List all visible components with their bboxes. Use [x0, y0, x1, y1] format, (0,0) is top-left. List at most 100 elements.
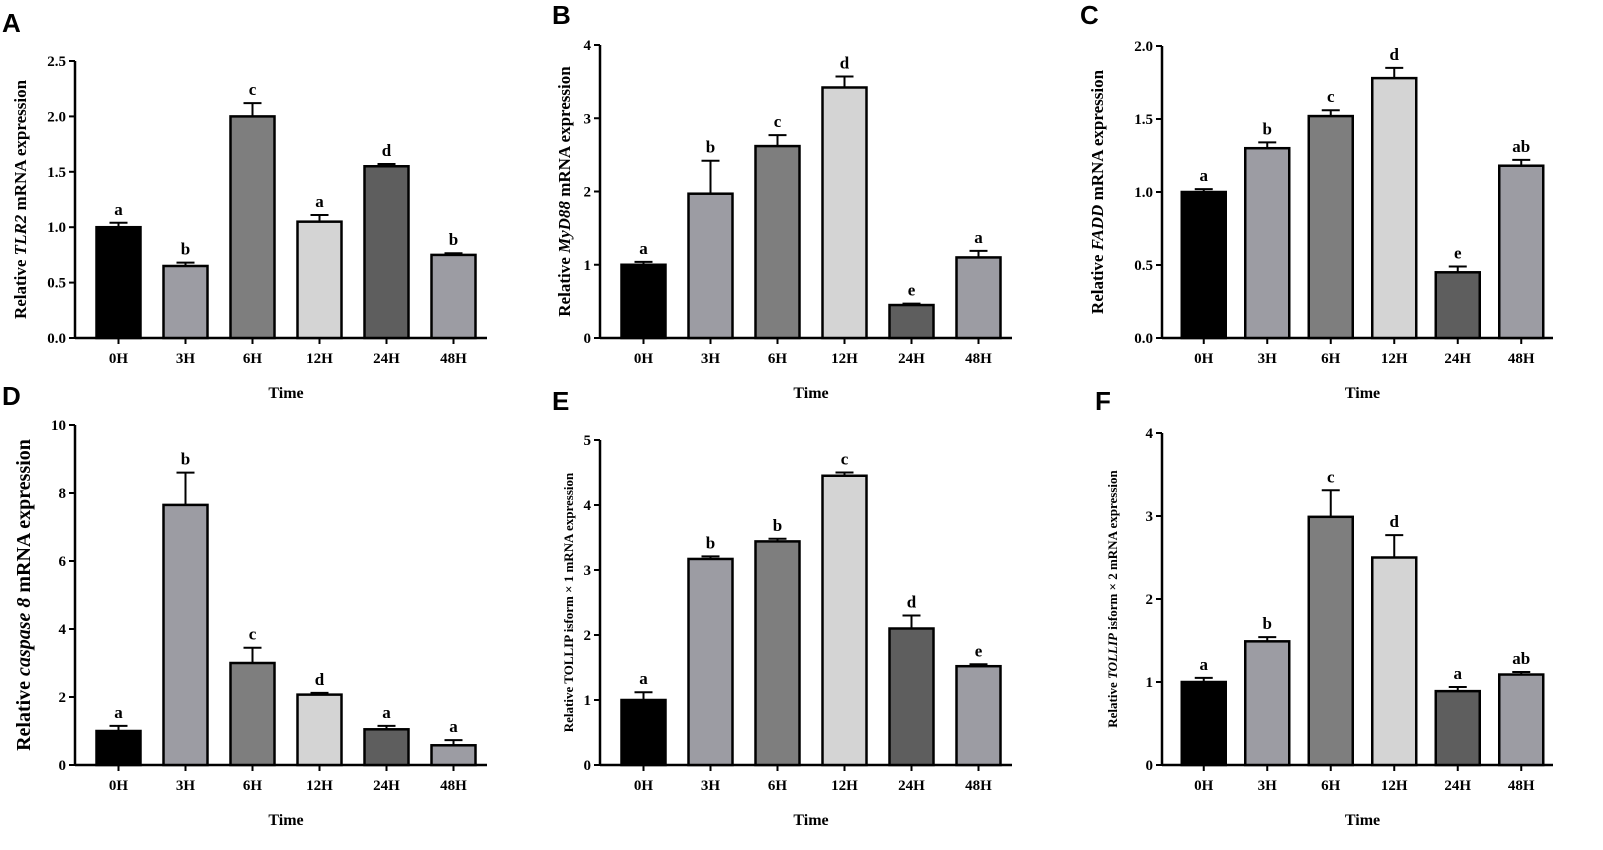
y-axis-label: Relative FADD mRNA expression: [1088, 69, 1107, 314]
y-tick-label: 0: [584, 331, 592, 347]
x-axis-label: Time: [1345, 812, 1380, 829]
significance-letter: a: [114, 200, 123, 219]
significance-letter: c: [1327, 467, 1335, 486]
y-tick-label: 2: [1146, 592, 1154, 608]
y-tick-label: 0.5: [47, 276, 66, 292]
x-tick-label: 6H: [243, 778, 263, 794]
x-tick-label: 12H: [1381, 778, 1408, 794]
y-axis-label: Relative TOLLIP isform × 2 mRNA expressi…: [1105, 469, 1120, 727]
x-tick-label: 0H: [109, 351, 129, 367]
x-axis-label: Time: [268, 385, 303, 402]
y-tick-label: 1.5: [1134, 112, 1153, 128]
bar-0h: [95, 729, 142, 767]
x-tick-label: 24H: [1444, 778, 1471, 794]
x-tick-label: 24H: [898, 778, 925, 794]
bar-6h: [754, 144, 801, 340]
y-tick-label: 5: [584, 433, 592, 449]
significance-letter: c: [249, 625, 257, 644]
x-tick-label: 24H: [1444, 351, 1471, 367]
significance-letter: b: [706, 533, 715, 552]
significance-letter: c: [1327, 87, 1335, 106]
significance-letter: d: [382, 141, 392, 160]
significance-letter: d: [840, 53, 850, 72]
significance-letter: d: [907, 593, 917, 612]
bar-48h: [1498, 673, 1545, 767]
panel-c: C 0.0 0.5 1.0 1.5 2.0 0H a 3H b 6H c 12H d 24H e 48H ab Ti…: [1080, 0, 1553, 402]
significance-letter: a: [974, 228, 983, 247]
x-tick-label: 6H: [768, 778, 788, 794]
x-tick-label: 12H: [831, 351, 858, 367]
panel-a: A 0.0 0.5 1.0 1.5 2.0 2.5 0H a 3H b 6H c 12H a 24H d 48H b…: [2, 8, 487, 402]
y-tick-label: 0.0: [1134, 331, 1153, 347]
panel-b: B 0 1 2 3 4 0H a 3H b 6H c 12H d 24H e 48H a Time Relative …: [552, 0, 1012, 402]
panel-letter: C: [1080, 0, 1099, 30]
significance-letter: e: [908, 281, 916, 300]
x-tick-label: 3H: [701, 778, 721, 794]
significance-letter: c: [249, 80, 257, 99]
x-tick-label: 12H: [306, 778, 333, 794]
significance-letter: e: [975, 641, 983, 660]
y-tick-label: 1: [1146, 675, 1154, 691]
x-tick-label: 12H: [306, 351, 333, 367]
y-axis-label: Relative MyD88 mRNA expression: [555, 66, 574, 317]
bar-6h: [754, 540, 801, 767]
x-tick-label: 0H: [109, 778, 129, 794]
bar-6h: [1307, 515, 1354, 767]
y-tick-label: 1.0: [47, 220, 66, 236]
significance-letter: b: [1263, 119, 1272, 138]
bar-0h: [620, 698, 667, 767]
y-tick-label: 3: [584, 111, 592, 127]
y-tick-label: 4: [59, 622, 67, 638]
x-tick-label: 0H: [634, 778, 654, 794]
x-tick-label: 6H: [243, 351, 263, 367]
significance-letter: a: [1454, 664, 1463, 683]
bar-3h: [1244, 640, 1291, 767]
bar-48h: [430, 253, 477, 340]
y-tick-label: 3: [1146, 509, 1154, 525]
y-tick-label: 1: [584, 693, 592, 709]
panel-letter: F: [1095, 386, 1111, 416]
bar-0h: [620, 263, 667, 340]
bar-24h: [888, 627, 935, 767]
bar-0h: [1180, 190, 1227, 340]
significance-letter: d: [315, 670, 325, 689]
bar-24h: [363, 165, 410, 340]
x-tick-label: 48H: [965, 778, 992, 794]
bar-24h: [888, 303, 935, 340]
x-tick-label: 48H: [1508, 351, 1535, 367]
bar-12h: [296, 693, 343, 767]
x-tick-label: 6H: [1321, 351, 1341, 367]
significance-letter: d: [1390, 45, 1400, 64]
panel-letter: D: [2, 381, 21, 411]
x-tick-label: 48H: [440, 778, 467, 794]
y-tick-label: 0.5: [1134, 258, 1153, 274]
bar-48h: [1498, 164, 1545, 340]
significance-letter: b: [181, 240, 190, 259]
panel-letter: A: [2, 8, 21, 38]
x-tick-label: 12H: [1381, 351, 1408, 367]
y-tick-label: 2: [59, 690, 67, 706]
bar-3h: [687, 192, 734, 340]
x-axis-label: Time: [793, 385, 828, 402]
bar-3h: [162, 264, 209, 340]
bar-12h: [1371, 556, 1418, 767]
bar-12h: [1371, 76, 1418, 340]
x-tick-label: 3H: [701, 351, 721, 367]
x-tick-label: 0H: [634, 351, 654, 367]
significance-letter: a: [315, 192, 324, 211]
bar-12h: [821, 474, 868, 767]
significance-letter: a: [1200, 655, 1209, 674]
y-axis-label: Relative TOLLIP isform × 1 mRNA expressi…: [561, 472, 576, 732]
significance-letter: a: [639, 669, 648, 688]
panel-letter: E: [552, 386, 569, 416]
significance-letter: c: [841, 450, 849, 469]
bar-12h: [821, 86, 868, 340]
y-tick-label: 4: [1146, 426, 1154, 442]
significance-letter: b: [1263, 614, 1272, 633]
significance-letter: b: [773, 516, 782, 535]
x-tick-label: 12H: [831, 778, 858, 794]
panel-d: D 0 2 4 6 8 10 0H a 3H b 6H c 12H d 24H a 48H a Time Relativ…: [2, 381, 487, 829]
significance-letter: a: [1200, 166, 1209, 185]
y-tick-label: 2.5: [47, 54, 66, 70]
